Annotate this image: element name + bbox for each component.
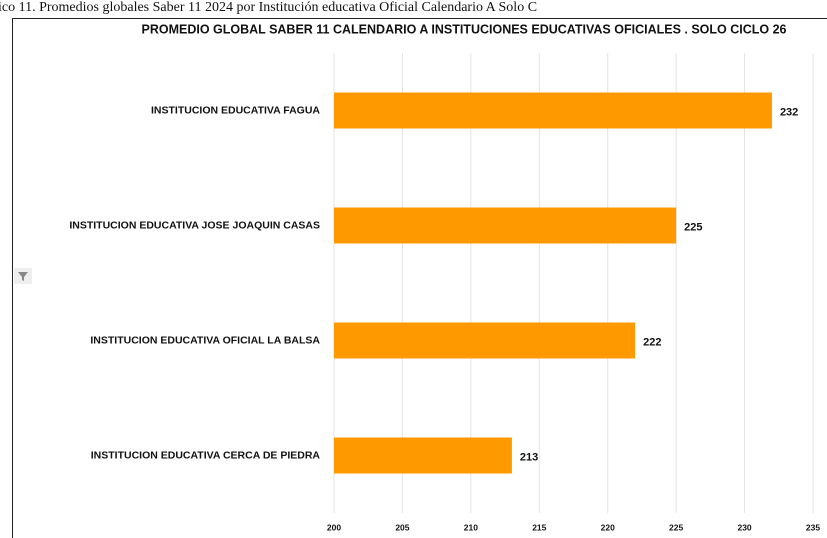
value-label: 222 (643, 336, 661, 348)
x-tick-label: 225 (669, 522, 683, 532)
x-tick-label: 210 (464, 522, 478, 532)
y-tick-label: INSTITUCION EDUCATIVA FAGUA (151, 104, 320, 116)
bar (334, 437, 512, 474)
value-label: 225 (684, 221, 702, 233)
bar (334, 207, 677, 244)
bar (334, 92, 772, 129)
chart-frame (12, 18, 827, 538)
x-tick-label: 205 (395, 522, 409, 532)
x-tick-label: 235 (806, 522, 820, 532)
value-label: 213 (520, 451, 538, 463)
filter-glyph (18, 272, 28, 281)
x-tick-label: 230 (737, 522, 751, 532)
chart-title: PROMEDIO GLOBAL SABER 11 CALENDARIO A IN… (142, 22, 787, 36)
filter-icon[interactable] (14, 268, 32, 284)
y-tick-label: INSTITUCION EDUCATIVA CERCA DE PIEDRA (91, 449, 321, 461)
x-tick-label: 215 (532, 522, 546, 532)
y-tick-label: INSTITUCION EDUCATIVA OFICIAL LA BALSA (90, 334, 320, 346)
x-tick-label: 200 (327, 522, 341, 532)
y-tick-label: INSTITUCION EDUCATIVA JOSE JOAQUIN CASAS (69, 219, 320, 231)
x-tick-label: 220 (601, 522, 615, 532)
caption: ico 11. Promedios globales Saber 11 2024… (0, 0, 537, 15)
value-label: 232 (780, 106, 798, 118)
bar (334, 322, 636, 359)
